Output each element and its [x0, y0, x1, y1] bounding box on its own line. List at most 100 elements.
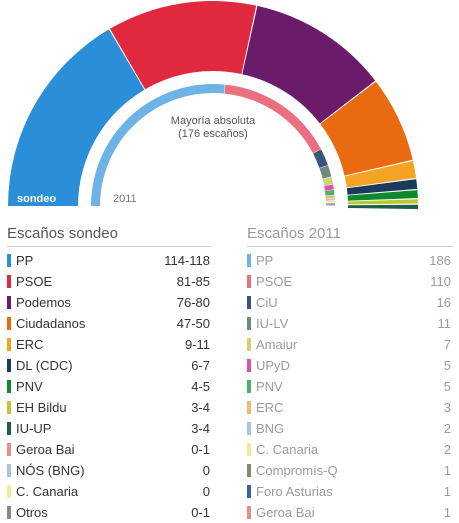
party-name: IU-LV	[256, 316, 289, 331]
party-name: ERC	[16, 337, 44, 352]
party-color-swatch	[247, 254, 251, 267]
arc-segment-iu-lv	[319, 165, 332, 179]
seat-count: 5	[443, 379, 451, 394]
arc-segment-foro-asturias	[325, 204, 335, 205]
seat-count: 81-85	[176, 274, 210, 289]
seat-count: 47-50	[176, 316, 210, 331]
party-name: IU-UP	[16, 421, 52, 436]
party-name: PP	[256, 253, 274, 268]
party-color-swatch	[7, 296, 11, 309]
majority-label-line1: Mayoría absoluta	[171, 115, 256, 127]
inner-ring-label: 2011	[113, 193, 137, 205]
party-name: C. Canaria	[16, 484, 79, 499]
party-color-swatch	[7, 464, 11, 477]
party-color-swatch	[247, 506, 251, 519]
arc-segment-erc	[325, 195, 335, 199]
party-name: Geroa Bai	[256, 505, 315, 520]
table-title-sondeo: Escaños sondeo	[7, 222, 212, 247]
party-color-swatch	[247, 443, 251, 456]
seat-count: 0	[202, 484, 210, 499]
outer-ring-sondeo	[8, 0, 418, 210]
table-row: PP 186	[247, 250, 453, 271]
party-name: EH Bildu	[16, 400, 67, 415]
arc-segment-bng	[325, 198, 335, 201]
table-row: Compromís-Q 1	[247, 460, 453, 481]
table-row: PP 114-118	[7, 250, 212, 271]
arc-segment-iu-up	[347, 204, 418, 210]
party-name: Amaiur	[256, 337, 298, 352]
party-color-swatch	[7, 380, 11, 393]
party-name: Foro Asturias	[256, 484, 333, 499]
party-color-swatch	[247, 380, 251, 393]
seat-count: 2	[443, 442, 451, 457]
arc-segment-erc	[344, 160, 417, 188]
party-name: PSOE	[256, 274, 293, 289]
table-row: NÓS (BNG) 0	[7, 460, 212, 481]
party-color-swatch	[7, 359, 11, 372]
table-row: PSOE 110	[247, 271, 453, 292]
table-row: Amaiur 7	[247, 334, 453, 355]
party-color-swatch	[7, 317, 11, 330]
party-name: Ciudadanos	[16, 316, 86, 331]
inner-ring-2011	[91, 83, 335, 206]
party-name: PP	[16, 253, 34, 268]
seat-count: 7	[443, 337, 451, 352]
seat-count: 6-7	[191, 358, 210, 373]
seat-count: 0	[202, 463, 210, 478]
seat-count: 3-4	[191, 421, 210, 436]
table-row: Foro Asturias 1	[247, 481, 453, 502]
party-color-swatch	[7, 506, 11, 519]
arc-segment-amaiur	[322, 176, 333, 186]
seat-count: 0-1	[191, 505, 210, 520]
arc-segment-upyd	[324, 184, 334, 191]
seat-count: 1	[443, 463, 451, 478]
table-row: Geroa Bai 0-1	[7, 439, 212, 460]
party-color-swatch	[7, 443, 11, 456]
party-name: PNV	[16, 379, 43, 394]
party-color-swatch	[247, 275, 251, 288]
table-row: ERC 9-11	[7, 334, 212, 355]
party-name: DL (CDC)	[16, 358, 73, 373]
table-row: EH Bildu 3-4	[7, 397, 212, 418]
party-color-swatch	[7, 485, 11, 498]
party-color-swatch	[247, 464, 251, 477]
table-row: Geroa Bai 1	[247, 502, 453, 523]
table-row: ERC 3	[247, 397, 453, 418]
table-row: CiU 16	[247, 292, 453, 313]
party-color-swatch	[247, 485, 251, 498]
seat-count: 186	[429, 253, 451, 268]
table-row: DL (CDC) 6-7	[7, 355, 212, 376]
seats-table-sondeo: Escaños sondeo PP 114-118 PSOE 81-85 Podemos…	[7, 222, 212, 523]
outer-label-background	[12, 190, 58, 206]
party-name: PSOE	[16, 274, 53, 289]
table-title-2011: Escaños 2011	[247, 222, 453, 247]
party-color-swatch	[7, 254, 11, 267]
party-color-swatch	[247, 317, 251, 330]
arc-segment-geroa-bai	[325, 205, 335, 206]
arc-segment-podemos	[242, 5, 376, 124]
seat-count: 3-4	[191, 400, 210, 415]
majority-label-line2: (176 escaños)	[178, 128, 248, 140]
seat-count: 0-1	[191, 442, 210, 457]
seat-count: 2	[443, 421, 451, 436]
arc-segment-comprom-s-q	[325, 202, 335, 204]
party-color-swatch	[247, 338, 251, 351]
party-color-swatch	[7, 422, 11, 435]
arc-segment-pnv	[325, 189, 335, 196]
table-row: UPyD 5	[247, 355, 453, 376]
party-color-swatch	[247, 401, 251, 414]
table-row: IU-UP 3-4	[7, 418, 212, 439]
arc-segment-pnv	[347, 190, 418, 201]
table-row: IU-LV 11	[247, 313, 453, 334]
table-row: C. Canaria 2	[247, 439, 453, 460]
seat-count: 76-80	[176, 295, 210, 310]
party-color-swatch	[247, 422, 251, 435]
seat-count: 114-118	[164, 253, 210, 268]
party-name: Geroa Bai	[16, 442, 75, 457]
party-color-swatch	[247, 359, 251, 372]
party-name: CiU	[256, 295, 278, 310]
seat-count: 11	[437, 316, 452, 331]
party-name: Compromís-Q	[256, 463, 338, 478]
table-row: BNG 2	[247, 418, 453, 439]
party-color-swatch	[7, 401, 11, 414]
